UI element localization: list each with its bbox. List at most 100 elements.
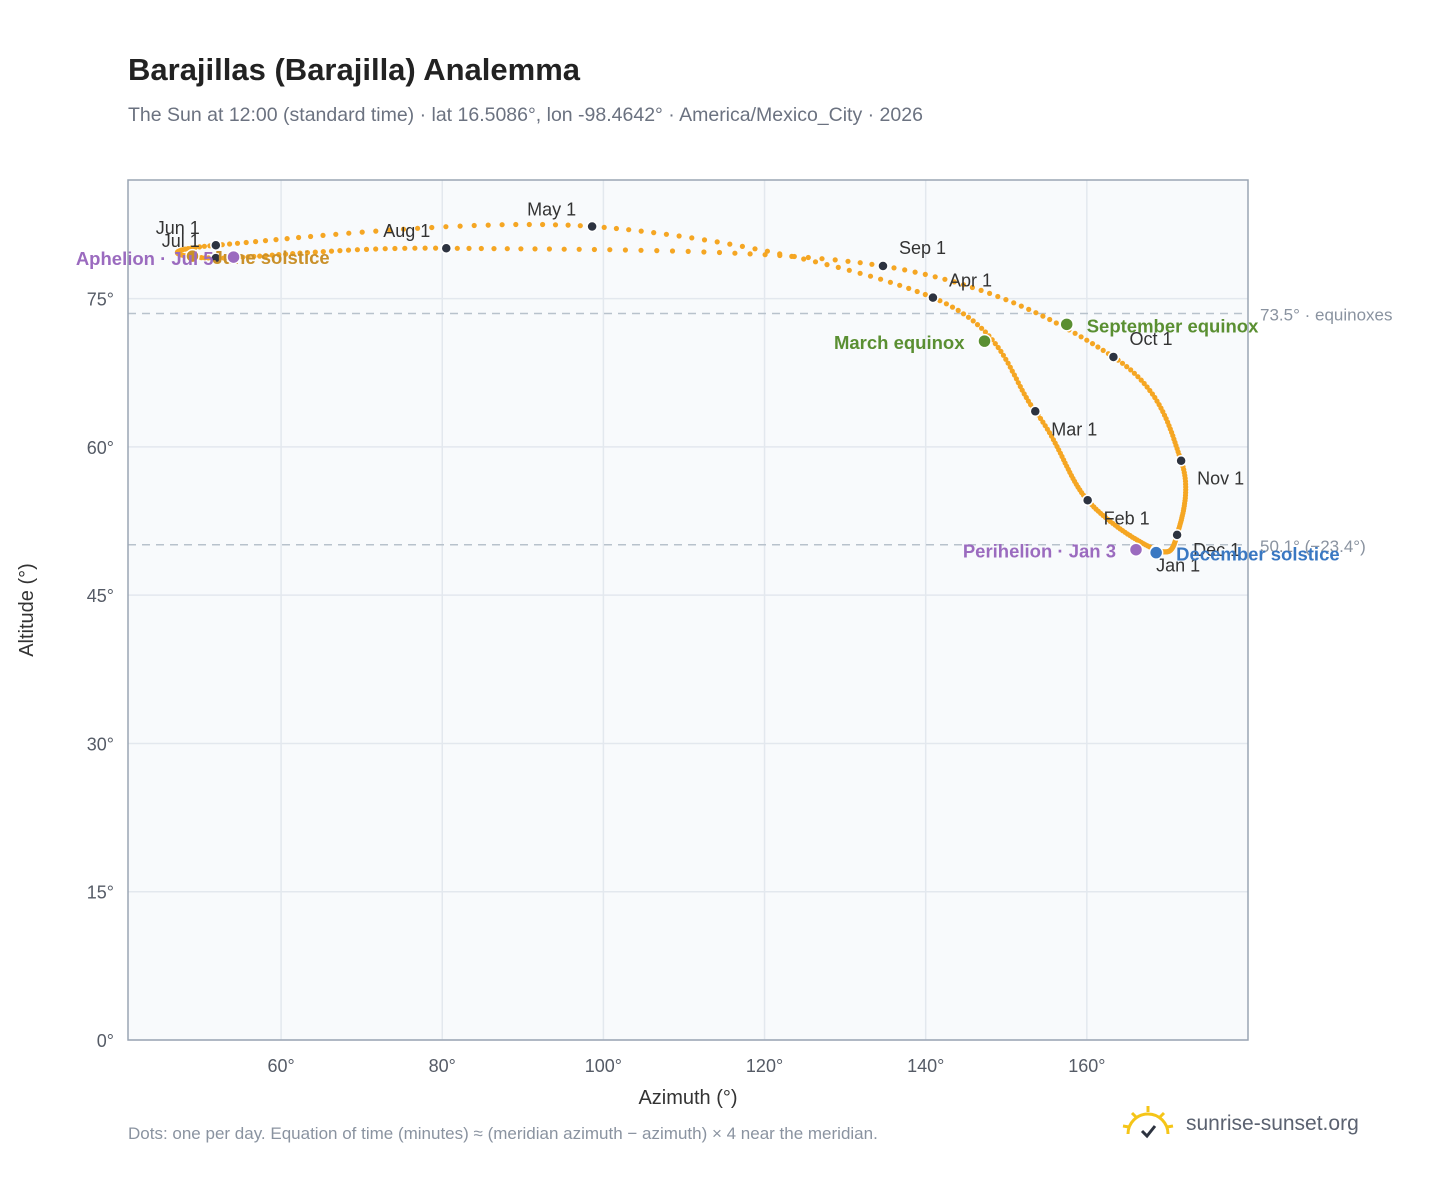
daily-sun-dot bbox=[561, 246, 567, 252]
daily-sun-dot bbox=[284, 236, 290, 242]
daily-sun-dot bbox=[485, 222, 491, 228]
daily-sun-dot bbox=[922, 271, 928, 277]
event-label: Perihelion · Jan 3 bbox=[963, 541, 1116, 562]
daily-sun-dot bbox=[240, 254, 246, 260]
daily-sun-dot bbox=[276, 252, 282, 258]
daily-sun-dot bbox=[443, 224, 449, 230]
daily-sun-dot bbox=[499, 222, 505, 228]
daily-sun-dot bbox=[638, 228, 644, 234]
daily-sun-dot bbox=[951, 279, 957, 285]
x-axis-label: Azimuth (°) bbox=[638, 1087, 737, 1109]
daily-sun-dot bbox=[987, 290, 993, 296]
daily-sun-dot bbox=[663, 231, 670, 237]
event-label: June solstice bbox=[212, 247, 329, 268]
daily-sun-dot bbox=[552, 222, 559, 228]
daily-sun-dot bbox=[382, 246, 388, 252]
x-tick-label: 140° bbox=[907, 1056, 944, 1076]
daily-sun-dot bbox=[937, 298, 943, 304]
daily-sun-dot bbox=[1003, 297, 1009, 303]
x-tick-label: 120° bbox=[746, 1056, 783, 1076]
daily-sun-dot bbox=[887, 279, 894, 285]
month-marker-label: Mar 1 bbox=[1051, 419, 1097, 439]
daily-sun-dot bbox=[1018, 303, 1024, 309]
daily-sun-dot bbox=[1003, 356, 1009, 362]
month-marker bbox=[440, 242, 453, 254]
month-marker-label: Dec 1 bbox=[1193, 540, 1240, 560]
event-markers: March equinox September equinox December s… bbox=[76, 247, 1340, 565]
daily-sun-dot bbox=[747, 251, 753, 257]
daily-sun-dot bbox=[857, 260, 863, 266]
daily-sun-dot bbox=[1124, 364, 1130, 370]
daily-sun-dot bbox=[304, 250, 311, 256]
daily-sun-dot bbox=[819, 256, 825, 262]
daily-sun-dot bbox=[257, 253, 263, 259]
daily-sun-dot bbox=[638, 247, 644, 253]
brand[interactable]: sunrise-sunset.org bbox=[1120, 1100, 1359, 1148]
daily-sun-dot bbox=[651, 230, 657, 236]
daily-sun-dot bbox=[540, 221, 546, 228]
daily-sun-dot bbox=[422, 245, 428, 251]
daily-sun-dot bbox=[626, 227, 632, 233]
daily-sun-dot bbox=[243, 239, 249, 246]
daily-sun-dot bbox=[1009, 368, 1015, 374]
daily-sun-dot bbox=[518, 246, 524, 252]
daily-sun-dot bbox=[1119, 360, 1126, 366]
daily-sun-dot bbox=[457, 223, 463, 229]
daily-sun-dot bbox=[676, 233, 682, 239]
month-marker-label: Aug 1 bbox=[383, 221, 430, 241]
month-marker-label: Jan 1 bbox=[1156, 556, 1200, 576]
chart-subtitle: The Sun at 12:00 (standard time) · lat 1… bbox=[128, 104, 923, 126]
month-marker bbox=[1175, 454, 1187, 467]
daily-sun-dot bbox=[429, 224, 435, 231]
month-marker-label: Apr 1 bbox=[949, 271, 992, 291]
daily-sun-dot bbox=[1011, 372, 1018, 378]
daily-sun-dot bbox=[273, 237, 279, 243]
month-marker bbox=[927, 291, 939, 304]
daily-sun-dot bbox=[922, 291, 928, 298]
event-marker bbox=[185, 248, 200, 264]
daily-sun-dot bbox=[415, 225, 421, 231]
event-marker bbox=[1148, 545, 1164, 560]
month-marker-label: Feb 1 bbox=[1104, 508, 1150, 528]
month-marker bbox=[586, 220, 598, 233]
daily-sun-dot bbox=[513, 221, 519, 228]
daily-sun-dot bbox=[812, 259, 819, 265]
daily-sun-dot bbox=[878, 276, 884, 282]
month-marker bbox=[877, 260, 889, 272]
reference-line-label: 50.1° (−23.4°) bbox=[1260, 537, 1366, 556]
daily-sun-dot bbox=[412, 245, 418, 251]
y-axis-label: Altitude (°) bbox=[16, 563, 38, 657]
daily-sun-dot bbox=[685, 248, 691, 254]
daily-sun-dot bbox=[955, 307, 961, 313]
daily-sun-dot bbox=[504, 246, 510, 252]
x-tick-label: 100° bbox=[585, 1056, 622, 1076]
brand-name: sunrise-sunset.org bbox=[1186, 1112, 1359, 1135]
daily-sun-dot bbox=[576, 246, 582, 252]
daily-sun-dot bbox=[607, 247, 613, 253]
daily-sun-dot bbox=[263, 253, 269, 259]
daily-sun-dot bbox=[1053, 320, 1059, 326]
month-marker bbox=[210, 252, 222, 264]
daily-sun-dot bbox=[328, 248, 335, 254]
daily-sun-dot bbox=[433, 245, 439, 251]
daily-sun-dot bbox=[982, 329, 989, 335]
month-marker-label: Oct 1 bbox=[1129, 329, 1172, 349]
daily-sun-dot bbox=[227, 241, 233, 247]
daily-sun-dot bbox=[359, 229, 365, 235]
daily-sun-dot bbox=[992, 341, 998, 347]
daily-sun-dot bbox=[978, 287, 984, 293]
daily-sun-dot bbox=[1026, 306, 1032, 312]
event-marker bbox=[977, 333, 992, 349]
daily-sun-dot bbox=[320, 249, 326, 255]
daily-sun-dot bbox=[654, 248, 660, 254]
daily-sun-dot bbox=[546, 246, 553, 252]
daily-sun-dot bbox=[1078, 334, 1084, 340]
daily-sun-dot bbox=[346, 230, 352, 236]
daily-sun-dot bbox=[902, 267, 908, 273]
daily-sun-dot bbox=[392, 245, 398, 252]
daily-sun-dot bbox=[716, 249, 723, 256]
month-marker-label: Jun 1 bbox=[156, 218, 200, 238]
daily-sun-dot bbox=[727, 241, 733, 247]
